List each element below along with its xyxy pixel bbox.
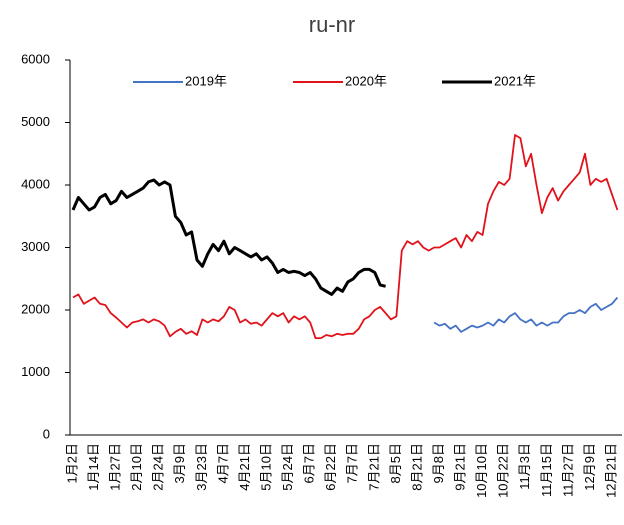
- x-tick-label: 3月23日: [194, 443, 209, 491]
- x-tick-label: 12月21日: [603, 443, 618, 498]
- series-line: [72, 134, 619, 339]
- x-tick-label: 11月3日: [517, 443, 532, 490]
- x-tick-label: 2月10日: [129, 443, 144, 491]
- y-tick-label: 4000: [21, 176, 50, 191]
- series-line: [433, 296, 619, 333]
- x-tick-label: 2月24日: [151, 443, 166, 491]
- x-tick-label: 5月24日: [280, 443, 295, 491]
- x-tick-label: 12月9日: [582, 443, 597, 491]
- legend-label: 2020年: [345, 73, 387, 88]
- x-tick-label: 8月5日: [388, 443, 403, 483]
- y-tick-label: 6000: [21, 51, 50, 66]
- x-tick-label: 10月10日: [474, 443, 489, 498]
- x-tick-label: 9月8日: [431, 443, 446, 483]
- x-tick-label: 8月21日: [409, 443, 424, 491]
- y-tick-label: 3000: [21, 239, 50, 254]
- x-tick-label: 3月9日: [172, 443, 187, 483]
- x-tick-label: 11月15日: [539, 443, 554, 497]
- x-tick-label: 11月27日: [560, 443, 575, 497]
- x-tick-label: 1月14日: [86, 443, 101, 491]
- y-tick-label: 5000: [21, 114, 50, 129]
- series-line: [71, 178, 386, 296]
- x-tick-label: 10月22日: [496, 443, 511, 498]
- x-tick-label: 1月2日: [64, 443, 79, 483]
- y-tick-label: 2000: [21, 301, 50, 316]
- x-tick-label: 5月10日: [258, 443, 273, 491]
- x-tick-label: 9月21日: [453, 443, 468, 491]
- chart-title: ru-nr: [309, 12, 355, 37]
- x-tick-label: 4月7日: [215, 443, 230, 483]
- y-tick-label: 0: [43, 426, 50, 441]
- x-tick-label: 7月7日: [345, 443, 360, 483]
- x-tick-label: 4月21日: [237, 443, 252, 491]
- legend-label: 2019年: [185, 73, 227, 88]
- y-tick-label: 1000: [21, 364, 50, 379]
- x-tick-label: 7月21日: [366, 443, 381, 491]
- x-tick-label: 1月27日: [108, 443, 123, 491]
- x-tick-label: 6月22日: [323, 443, 338, 491]
- legend-label: 2021年: [494, 73, 536, 88]
- x-tick-label: 6月7日: [302, 443, 317, 483]
